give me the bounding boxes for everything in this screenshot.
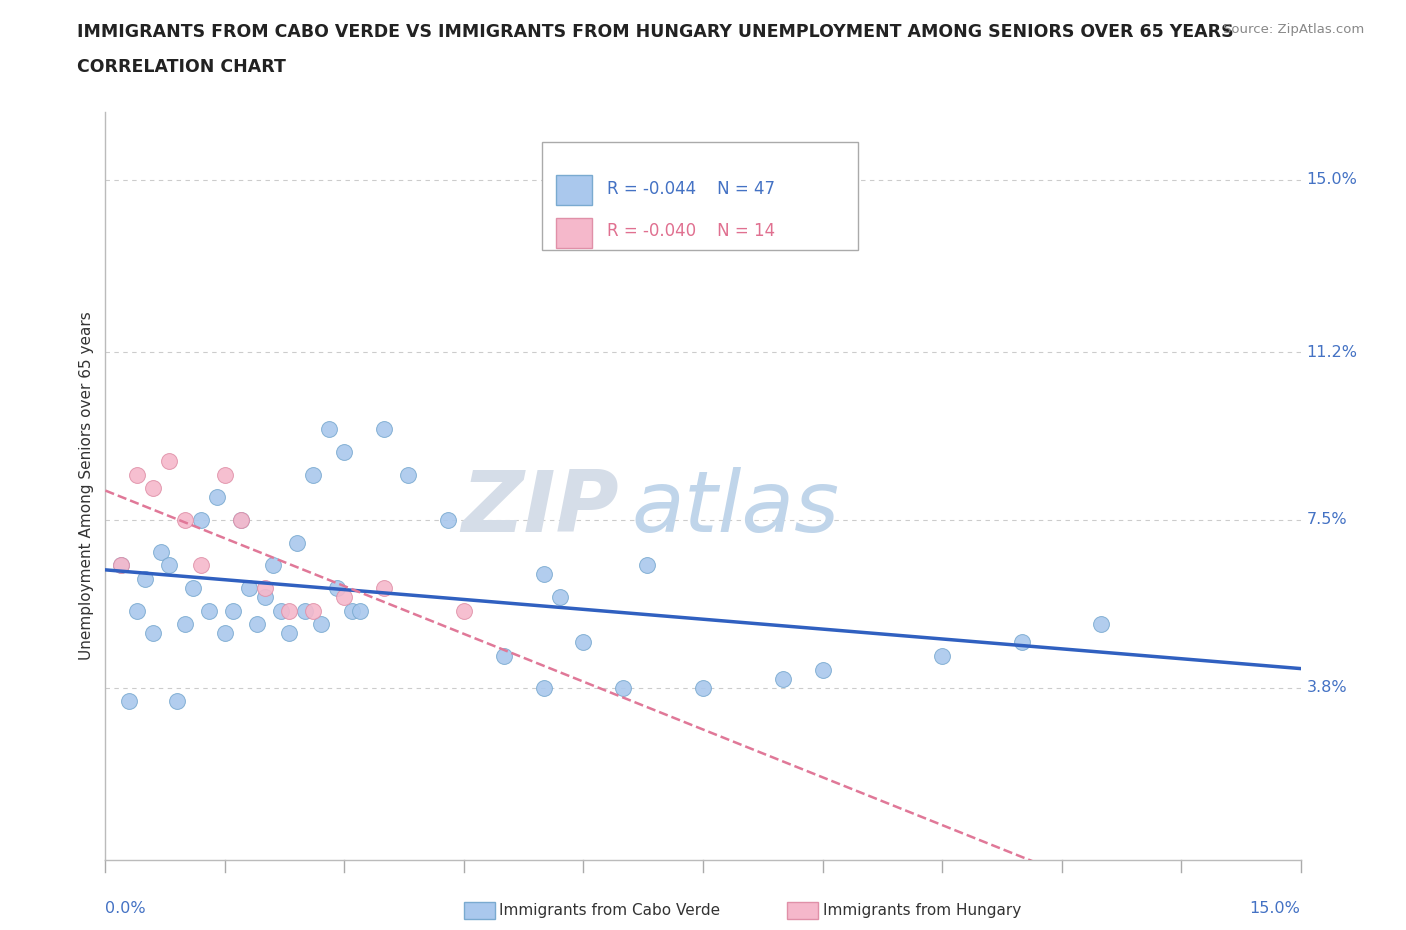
Point [205, 490, 228, 505]
Point [931, 648, 953, 663]
Point [301, 467, 323, 482]
Point [110, 558, 132, 573]
Point [166, 694, 188, 709]
Point [238, 580, 260, 595]
Point [373, 422, 395, 437]
Y-axis label: Unemployment Among Seniors over 65 years: Unemployment Among Seniors over 65 years [79, 312, 94, 660]
Point [214, 626, 236, 641]
Point [174, 512, 197, 527]
Point [318, 422, 340, 437]
Point [214, 467, 236, 482]
Text: 3.8%: 3.8% [1306, 681, 1347, 696]
Point [294, 604, 316, 618]
Point [190, 558, 212, 573]
FancyBboxPatch shape [541, 141, 858, 250]
Point [309, 617, 332, 631]
Point [262, 558, 284, 573]
Text: IMMIGRANTS FROM CABO VERDE VS IMMIGRANTS FROM HUNGARY UNEMPLOYMENT AMONG SENIORS: IMMIGRANTS FROM CABO VERDE VS IMMIGRANTS… [77, 23, 1234, 41]
Point [285, 535, 308, 550]
Point [333, 445, 356, 459]
Point [572, 635, 595, 650]
Point [396, 467, 419, 482]
FancyBboxPatch shape [555, 175, 592, 206]
Text: 15.0%: 15.0% [1306, 172, 1357, 187]
Text: CORRELATION CHART: CORRELATION CHART [77, 58, 287, 75]
Point [277, 626, 299, 641]
Point [277, 604, 299, 618]
Point [181, 580, 204, 595]
Point [533, 567, 555, 582]
Point [636, 558, 658, 573]
Point [548, 590, 571, 604]
Point [533, 681, 555, 696]
Point [198, 604, 221, 618]
Text: Immigrants from Hungary: Immigrants from Hungary [823, 903, 1021, 918]
Point [157, 454, 180, 469]
Point [301, 604, 323, 618]
Point [222, 604, 245, 618]
Point [253, 590, 276, 604]
Point [325, 580, 347, 595]
Point [127, 467, 149, 482]
Point [492, 648, 515, 663]
Point [342, 604, 364, 618]
Point [150, 544, 173, 559]
Point [142, 626, 165, 641]
Point [349, 604, 371, 618]
Text: 0.0%: 0.0% [105, 901, 146, 916]
Point [190, 512, 212, 527]
Point [437, 512, 460, 527]
Point [692, 681, 714, 696]
Point [110, 558, 132, 573]
Point [772, 671, 794, 686]
Point [142, 481, 165, 496]
Point [229, 512, 252, 527]
Text: ZIP: ZIP [461, 467, 619, 550]
Point [157, 558, 180, 573]
Text: R = -0.040    N = 14: R = -0.040 N = 14 [607, 222, 776, 240]
Point [134, 572, 156, 587]
Text: atlas: atlas [631, 467, 839, 550]
Point [333, 590, 356, 604]
Text: Immigrants from Cabo Verde: Immigrants from Cabo Verde [499, 903, 720, 918]
Point [270, 604, 292, 618]
Point [612, 681, 634, 696]
Point [253, 580, 276, 595]
Point [229, 512, 252, 527]
Point [1090, 617, 1112, 631]
Text: 7.5%: 7.5% [1306, 512, 1347, 527]
Text: 11.2%: 11.2% [1306, 345, 1358, 360]
Text: R = -0.044    N = 47: R = -0.044 N = 47 [607, 179, 775, 198]
Point [246, 617, 269, 631]
Point [373, 580, 395, 595]
Point [127, 604, 149, 618]
Text: Source: ZipAtlas.com: Source: ZipAtlas.com [1223, 23, 1364, 36]
Text: 15.0%: 15.0% [1250, 901, 1301, 916]
FancyBboxPatch shape [555, 218, 592, 248]
Point [174, 617, 197, 631]
Point [118, 694, 141, 709]
Point [811, 662, 834, 677]
Point [1011, 635, 1033, 650]
Point [453, 604, 475, 618]
